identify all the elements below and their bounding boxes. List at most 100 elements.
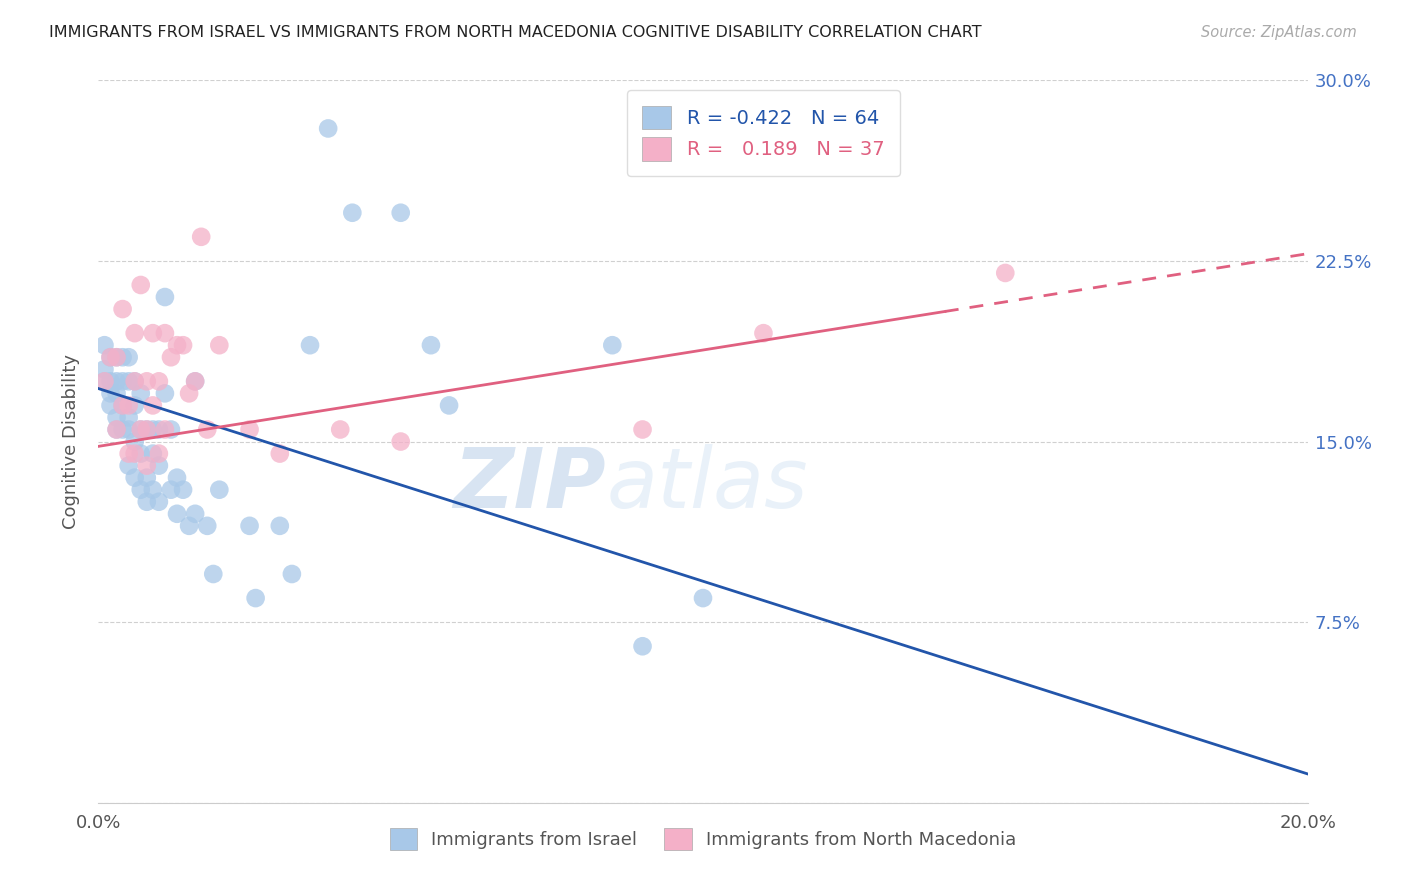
Point	[129, 422, 152, 436]
Point	[316, 121, 339, 136]
Point	[111, 350, 134, 364]
Point	[100, 350, 122, 364]
Point	[142, 326, 165, 340]
Point	[153, 326, 176, 340]
Point	[111, 374, 134, 388]
Point	[93, 374, 115, 388]
Point	[129, 446, 152, 460]
Point	[105, 422, 128, 436]
Point	[142, 398, 165, 412]
Point	[172, 338, 194, 352]
Point	[153, 386, 176, 401]
Point	[105, 422, 128, 436]
Y-axis label: Cognitive Disability: Cognitive Disability	[62, 354, 80, 529]
Point	[105, 374, 128, 388]
Point	[142, 422, 165, 436]
Text: Source: ZipAtlas.com: Source: ZipAtlas.com	[1201, 25, 1357, 40]
Legend: Immigrants from Israel, Immigrants from North Macedonia: Immigrants from Israel, Immigrants from …	[381, 819, 1025, 859]
Point	[105, 350, 128, 364]
Point	[105, 350, 128, 364]
Point	[135, 422, 157, 436]
Point	[692, 591, 714, 605]
Point	[118, 374, 141, 388]
Text: ZIP: ZIP	[454, 444, 606, 525]
Point	[129, 422, 152, 436]
Point	[389, 205, 412, 219]
Point	[148, 446, 170, 460]
Point	[100, 386, 122, 401]
Point	[184, 374, 207, 388]
Point	[281, 567, 304, 582]
Point	[105, 410, 128, 425]
Point	[179, 518, 201, 533]
Point	[420, 338, 443, 352]
Point	[160, 350, 183, 364]
Point	[118, 458, 141, 473]
Point	[631, 422, 654, 436]
Point	[100, 374, 122, 388]
Text: IMMIGRANTS FROM ISRAEL VS IMMIGRANTS FROM NORTH MACEDONIA COGNITIVE DISABILITY C: IMMIGRANTS FROM ISRAEL VS IMMIGRANTS FRO…	[49, 25, 981, 40]
Point	[631, 639, 654, 653]
Point	[245, 591, 267, 605]
Point	[142, 483, 165, 497]
Point	[160, 422, 183, 436]
Point	[299, 338, 322, 352]
Point	[269, 518, 291, 533]
Point	[239, 422, 262, 436]
Point	[118, 422, 141, 436]
Point	[135, 422, 157, 436]
Text: atlas: atlas	[606, 444, 808, 525]
Point	[124, 434, 146, 449]
Point	[437, 398, 460, 412]
Point	[166, 470, 188, 484]
Point	[153, 290, 176, 304]
Point	[93, 362, 115, 376]
Point	[93, 338, 115, 352]
Point	[118, 398, 141, 412]
Point	[208, 338, 231, 352]
Point	[752, 326, 775, 340]
Point	[111, 398, 134, 412]
Point	[124, 470, 146, 484]
Point	[100, 350, 122, 364]
Point	[100, 398, 122, 412]
Point	[184, 374, 207, 388]
Point	[195, 518, 218, 533]
Point	[166, 338, 188, 352]
Point	[195, 422, 218, 436]
Point	[135, 494, 157, 508]
Point	[269, 446, 291, 460]
Point	[994, 266, 1017, 280]
Point	[202, 567, 225, 582]
Point	[118, 350, 141, 364]
Point	[148, 422, 170, 436]
Point	[129, 277, 152, 292]
Point	[124, 326, 146, 340]
Point	[124, 446, 146, 460]
Point	[329, 422, 352, 436]
Point	[129, 483, 152, 497]
Point	[239, 518, 262, 533]
Point	[124, 398, 146, 412]
Point	[142, 446, 165, 460]
Point	[172, 483, 194, 497]
Point	[160, 483, 183, 497]
Point	[124, 374, 146, 388]
Point	[148, 494, 170, 508]
Point	[111, 301, 134, 317]
Point	[105, 386, 128, 401]
Point	[111, 398, 134, 412]
Point	[166, 507, 188, 521]
Point	[129, 386, 152, 401]
Point	[208, 483, 231, 497]
Point	[190, 230, 212, 244]
Point	[118, 410, 141, 425]
Point	[111, 422, 134, 436]
Point	[342, 205, 364, 219]
Point	[118, 446, 141, 460]
Point	[179, 386, 201, 401]
Point	[602, 338, 624, 352]
Point	[148, 374, 170, 388]
Point	[153, 422, 176, 436]
Point	[124, 374, 146, 388]
